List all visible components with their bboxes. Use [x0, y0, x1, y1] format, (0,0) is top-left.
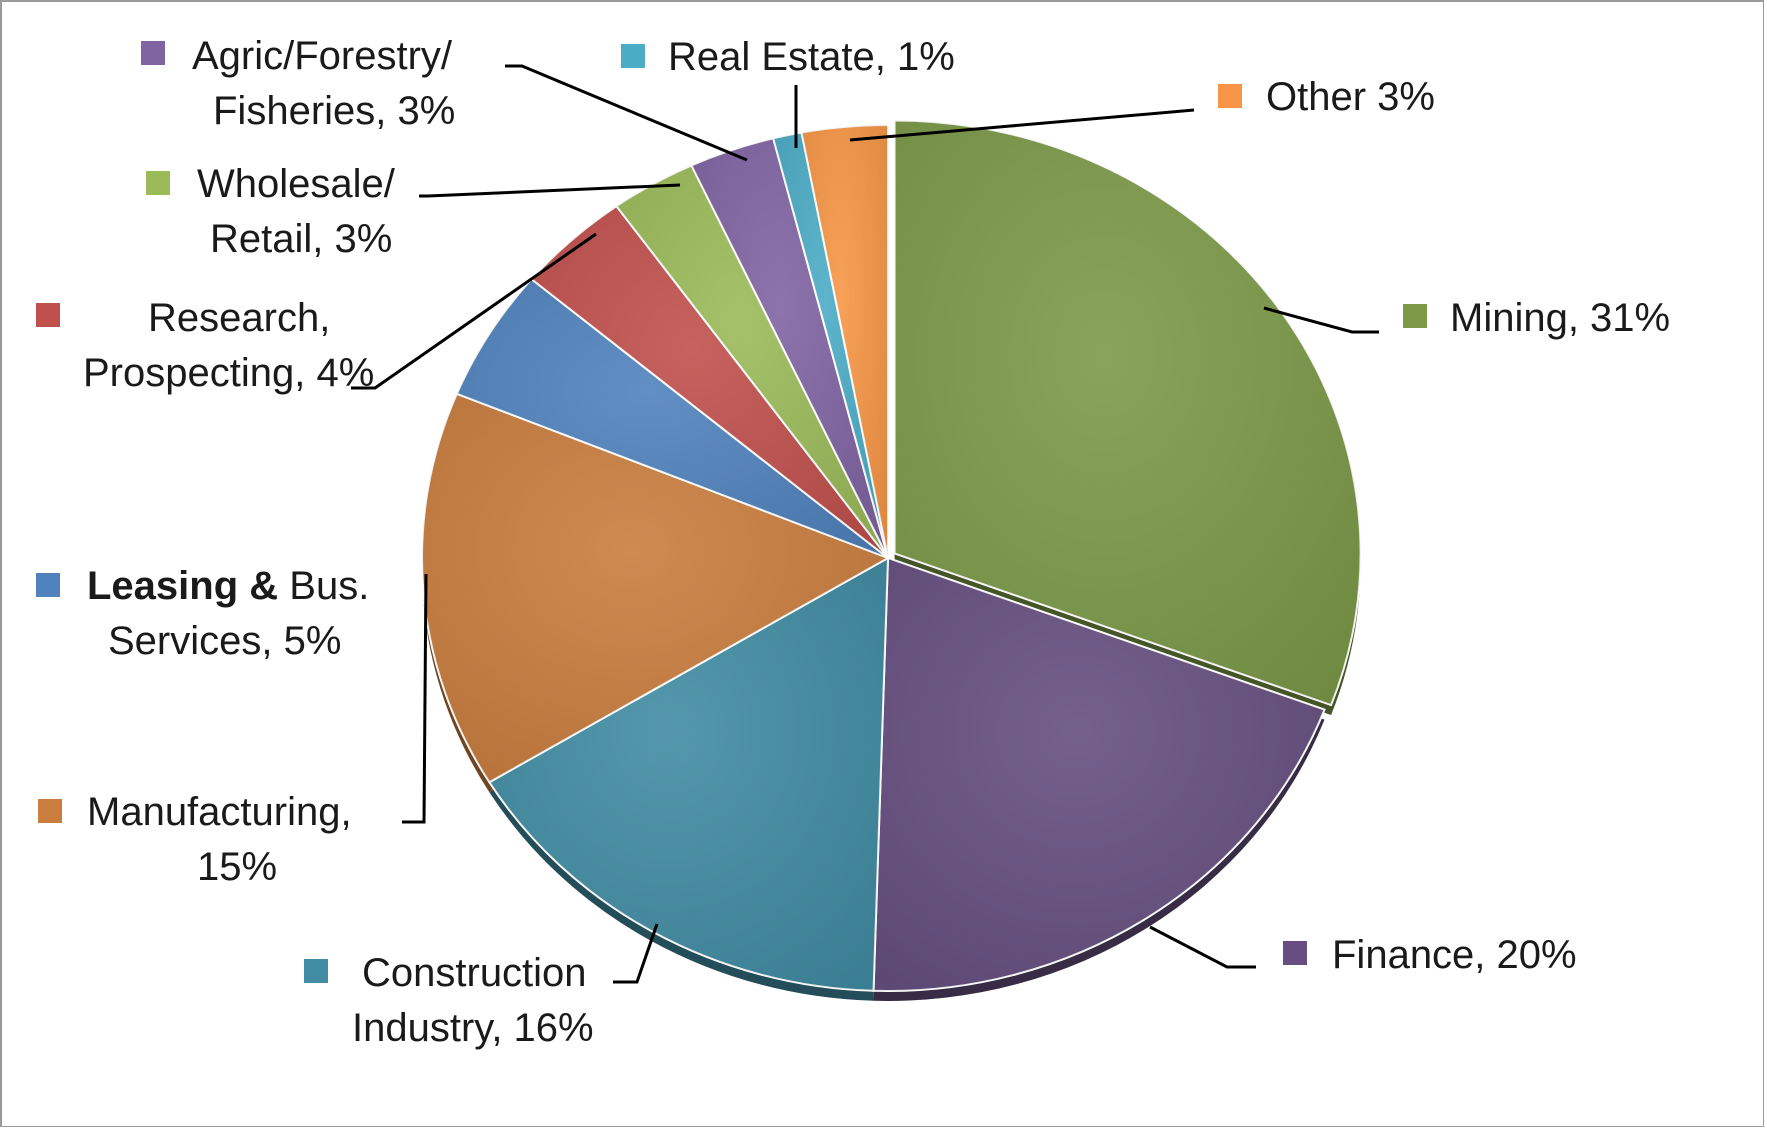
- legend-key-finance: [1283, 941, 1307, 965]
- label-manufacturing: Manufacturing,: [87, 790, 352, 834]
- leader-line-agric: [505, 64, 748, 162]
- slice-sheen-agric: [691, 138, 888, 558]
- label-construction: Construction: [362, 951, 587, 995]
- label-manufacturing-line2: 15%: [197, 845, 277, 889]
- slice-sheen-wholesale: [616, 165, 888, 558]
- label-construction-2: Industry, 16%: [352, 1006, 594, 1050]
- legend-key-manufacturing: [38, 799, 62, 823]
- label-wholesale-2: Retail, 3%: [210, 217, 392, 261]
- slice-sheen-manufacturing: [422, 393, 888, 783]
- pie-slices: [421, 119, 1362, 1001]
- label-agric-line2: Fisheries, 3%: [213, 89, 455, 133]
- label-construction-line1: Construction: [362, 951, 587, 995]
- label-research-line2: Prospecting, 4%: [83, 351, 374, 395]
- leader-line-wholesale: [419, 183, 681, 198]
- label-research-2: Prospecting, 4%: [83, 351, 374, 395]
- label-leasing: Leasing & Bus.: [87, 564, 369, 608]
- label-finance-line1: Finance, 20%: [1332, 933, 1577, 977]
- label-realestate-line1: Real Estate, 1%: [668, 35, 955, 79]
- label-research: Research,: [148, 296, 330, 340]
- leader-line-manufacturing: [402, 573, 428, 824]
- slice-sheen-mining: [894, 120, 1361, 706]
- label-agric-line1: Agric/Forestry/: [192, 34, 453, 78]
- legend-key-realestate: [621, 44, 645, 68]
- legend-key-agric: [141, 41, 165, 65]
- slice-sheen-realestate: [773, 132, 888, 559]
- label-finance: Finance, 20%: [1332, 933, 1577, 977]
- label-mining-line1: Mining, 31%: [1450, 296, 1670, 340]
- data-labels: Mining, 31% Finance, 20% Construction In…: [36, 34, 1670, 1050]
- label-leasing-rest: Bus.: [278, 564, 369, 608]
- label-leasing-line2: Services, 5%: [108, 619, 341, 663]
- legend-key-mining: [1403, 304, 1427, 328]
- leader-line-finance: [1149, 925, 1256, 969]
- label-leasing-2: Services, 5%: [108, 619, 341, 663]
- label-other-line1: Other 3%: [1266, 75, 1435, 119]
- legend-key-research: [36, 303, 60, 327]
- label-realestate: Real Estate, 1%: [668, 35, 955, 79]
- leader-line-construction: [613, 923, 659, 984]
- label-manufacturing-2: 15%: [197, 845, 277, 889]
- leader-line-research: [351, 232, 597, 390]
- label-research-line1: Research,: [148, 296, 330, 340]
- label-agric-2: Fisheries, 3%: [213, 89, 455, 133]
- leader-line-other: [849, 108, 1195, 142]
- label-wholesale-line1: Wholesale/: [197, 162, 396, 206]
- label-manufacturing-line1: Manufacturing,: [87, 790, 352, 834]
- slice-sheen-research: [531, 206, 888, 558]
- legend-key-leasing: [36, 573, 60, 597]
- label-agric: Agric/Forestry/: [192, 34, 453, 78]
- slice-sheen-leasing: [456, 279, 888, 558]
- legend-key-wholesale: [146, 171, 170, 195]
- slice-sheen-construction: [489, 558, 888, 991]
- legend-key-construction: [304, 959, 328, 983]
- leader-line-mining: [1263, 306, 1379, 334]
- label-mining: Mining, 31%: [1450, 296, 1670, 340]
- legend-key-other: [1218, 84, 1242, 108]
- label-construction-line2: Industry, 16%: [352, 1006, 594, 1050]
- slice-sheen-finance: [873, 558, 1325, 991]
- label-other: Other 3%: [1266, 75, 1435, 119]
- leader-lines: [351, 64, 1379, 984]
- label-wholesale: Wholesale/: [197, 162, 396, 206]
- label-wholesale-line2: Retail, 3%: [210, 217, 392, 261]
- label-leasing-bold: Leasing &: [87, 564, 278, 608]
- slice-sheen-other: [801, 125, 888, 558]
